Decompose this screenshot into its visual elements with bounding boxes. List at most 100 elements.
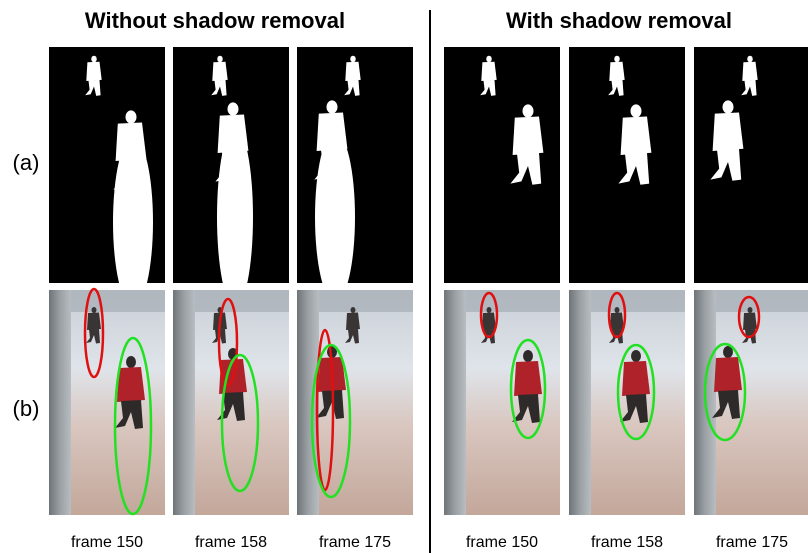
body [481, 61, 497, 81]
mask-panel [49, 47, 165, 307]
row-label: (a) [13, 150, 40, 175]
ceiling [591, 290, 685, 312]
legs [85, 79, 101, 96]
legs [618, 152, 650, 185]
mask-panel [444, 47, 560, 283]
frame-panel [49, 287, 165, 516]
head [523, 350, 533, 362]
head [91, 307, 97, 313]
head [722, 100, 734, 114]
head [326, 100, 338, 114]
frame-panel [297, 290, 413, 515]
legs [113, 158, 145, 191]
legs [512, 394, 540, 423]
body [346, 312, 360, 330]
frame-panel [173, 290, 289, 515]
ceiling [319, 290, 413, 312]
head [522, 104, 534, 118]
mask-panel [173, 47, 289, 307]
frame-label: frame 175 [716, 534, 788, 551]
legs [314, 148, 346, 181]
body [609, 61, 625, 81]
legs [608, 79, 624, 96]
frame-label: frame 150 [71, 534, 143, 551]
head [486, 307, 492, 313]
body [712, 112, 744, 151]
frame-panel [694, 290, 808, 515]
legs [215, 150, 247, 183]
body [117, 367, 145, 402]
body [620, 116, 652, 155]
head [227, 102, 239, 116]
legs [741, 79, 757, 96]
body [714, 357, 742, 392]
legs [620, 394, 648, 423]
pillar [49, 290, 71, 515]
ceiling [71, 290, 165, 312]
legs [115, 400, 143, 429]
legs [712, 390, 740, 419]
body [115, 122, 147, 161]
green-track [310, 343, 352, 499]
ceiling [195, 290, 289, 312]
pillar [297, 290, 319, 515]
red-track [737, 295, 761, 339]
body [212, 61, 228, 81]
frame-label: frame 150 [466, 534, 538, 551]
green-track [220, 353, 260, 493]
frame-label: frame 158 [591, 534, 663, 551]
red-track [607, 291, 627, 339]
green-track [509, 338, 547, 440]
legs [211, 79, 227, 96]
legs [344, 79, 360, 96]
body [743, 312, 757, 330]
body [316, 112, 348, 151]
body [217, 114, 249, 153]
frame-label: frame 175 [319, 534, 391, 551]
head [630, 104, 642, 118]
group-title: Without shadow removal [85, 8, 345, 33]
green-track [113, 336, 153, 516]
mask-panel [694, 47, 808, 283]
red-track [479, 291, 499, 339]
head [350, 55, 356, 63]
head [126, 356, 136, 368]
mask-panel [297, 47, 413, 302]
frame-panel [444, 290, 560, 515]
pillar [173, 290, 195, 515]
body [482, 312, 496, 330]
frame-panel [569, 290, 685, 515]
pillar [569, 290, 591, 515]
frame-label: frame 158 [195, 534, 267, 551]
pillar [444, 290, 466, 515]
legs [345, 329, 359, 344]
body [345, 61, 361, 81]
head [486, 55, 492, 63]
mask-panel [569, 47, 685, 283]
head [350, 307, 356, 313]
head [723, 346, 733, 358]
head [747, 55, 753, 63]
legs [316, 390, 344, 419]
red-track [217, 297, 239, 387]
group-title: With shadow removal [506, 8, 732, 33]
green-track [703, 342, 747, 442]
mask-bg [444, 47, 560, 283]
row-label: (b) [13, 396, 40, 421]
head [614, 307, 620, 313]
ceiling [466, 290, 560, 312]
head [747, 307, 753, 313]
green-track [616, 343, 656, 441]
head [91, 55, 97, 63]
legs [480, 79, 496, 96]
head [631, 350, 641, 362]
legs [710, 148, 742, 181]
body [512, 116, 544, 155]
head [125, 110, 137, 124]
body [86, 61, 102, 81]
red-track [315, 328, 335, 492]
panels: frame 150 frame 158 frame 175 frame 150 fram… [49, 47, 808, 551]
body [610, 312, 624, 330]
head [217, 55, 223, 63]
